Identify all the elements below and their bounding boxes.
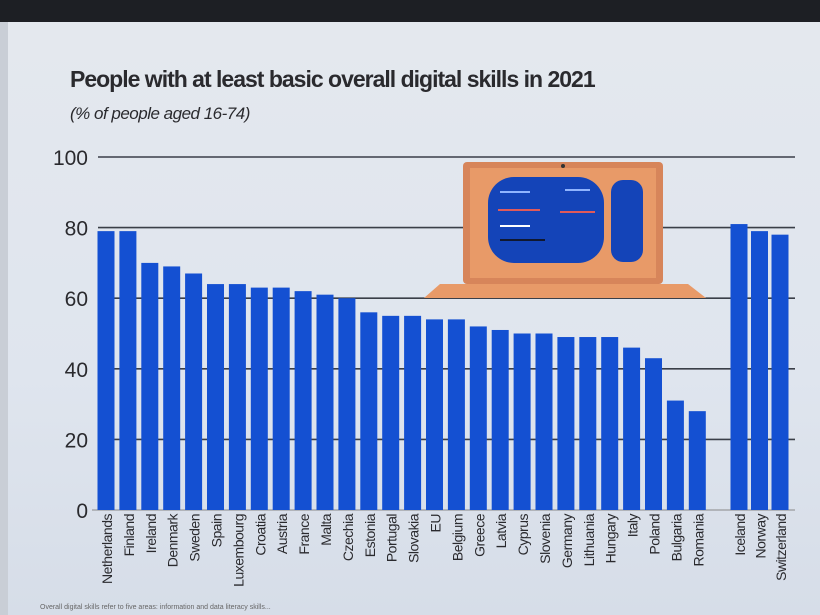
x-tick-label: Switzerland [773, 514, 789, 581]
x-tick-label: Romania [690, 513, 706, 566]
x-tick-label: Slovakia [406, 513, 422, 563]
y-tick-label: 20 [65, 429, 88, 452]
x-tick-label: Germany [559, 514, 575, 569]
x-tick-label: Sweden [187, 514, 203, 562]
bar-netherlands [97, 231, 115, 510]
x-tick-label: Slovenia [537, 513, 553, 563]
bar-latvia [491, 329, 509, 510]
chart-title: People with at least basic overall digit… [70, 66, 596, 92]
y-tick-label: 40 [65, 359, 88, 382]
y-tick-label: 0 [76, 500, 88, 523]
x-tick-label: Luxembourg [230, 514, 246, 587]
x-tick-label: Denmark [165, 513, 181, 568]
footnote: Overall digital skills refer to five are… [40, 604, 271, 611]
bar-cyprus [513, 333, 531, 510]
x-tick-label: Netherlands [99, 514, 115, 584]
x-tick-label: Estonia [362, 513, 378, 557]
bar-germany [557, 337, 575, 510]
bar-sweden [185, 273, 203, 510]
side-window [611, 180, 643, 262]
x-tick-label: Spain [209, 514, 225, 547]
bar-slovenia [535, 333, 553, 510]
x-tick-label: Norway [753, 514, 769, 559]
laptop-base [424, 284, 706, 298]
code-window [488, 177, 604, 263]
x-tick-label: Lithuania [581, 513, 597, 566]
bar-eu [426, 319, 443, 510]
x-tick-label: EU [428, 514, 444, 533]
laptop-illustration [424, 162, 706, 298]
bar-lithuania [579, 337, 597, 510]
bar-iceland [730, 224, 748, 510]
x-tick-label: Latvia [493, 513, 509, 548]
x-tick-label: Italy [625, 514, 641, 538]
x-tick-label: Portugal [384, 514, 400, 563]
bar-portugal [382, 315, 400, 510]
bar-slovakia [404, 315, 422, 510]
bar-austria [272, 287, 290, 510]
bar-italy [623, 347, 641, 510]
x-tick-label: France [296, 513, 312, 554]
bar-france [294, 291, 312, 510]
x-tick-label: Poland [647, 514, 663, 555]
bar-spain [207, 284, 224, 510]
bar-finland [119, 231, 137, 510]
y-tick-label: 80 [65, 218, 88, 241]
y-tick-label: 60 [65, 288, 88, 311]
x-tick-label: Czechia [340, 513, 356, 561]
bar-switzerland [771, 234, 789, 510]
x-tick-label: Ireland [143, 514, 159, 553]
chart-subtitle: (% of people aged 16-74) [70, 104, 250, 123]
bar-estonia [360, 312, 378, 510]
x-tick-label: Malta [318, 513, 334, 545]
bar-greece [469, 326, 487, 510]
x-tick-label: Belgium [449, 514, 465, 561]
x-tick-label: Austria [274, 513, 290, 554]
bar-malta [316, 294, 334, 510]
bar-ireland [141, 262, 159, 510]
x-tick-label: Croatia [252, 513, 268, 555]
x-tick-label: Iceland [732, 514, 748, 556]
x-tick-label: Cyprus [515, 514, 531, 556]
y-tick-label: 100 [53, 147, 88, 170]
bar-bulgaria [666, 400, 684, 510]
bar-hungary [601, 337, 619, 510]
bar-croatia [250, 287, 268, 510]
bar-norway [751, 231, 768, 510]
bar-luxembourg [228, 284, 246, 510]
x-tick-label: Bulgaria [668, 513, 684, 561]
bar-belgium [447, 319, 465, 510]
bar-romania [688, 411, 706, 510]
x-tick-label: Hungary [603, 514, 619, 564]
bar-denmark [163, 266, 181, 510]
x-tick-label: Greece [471, 513, 487, 557]
top-bezel [0, 0, 820, 22]
bar-czechia [338, 298, 356, 510]
bar-poland [645, 358, 662, 510]
x-tick-label: Finland [121, 514, 137, 556]
